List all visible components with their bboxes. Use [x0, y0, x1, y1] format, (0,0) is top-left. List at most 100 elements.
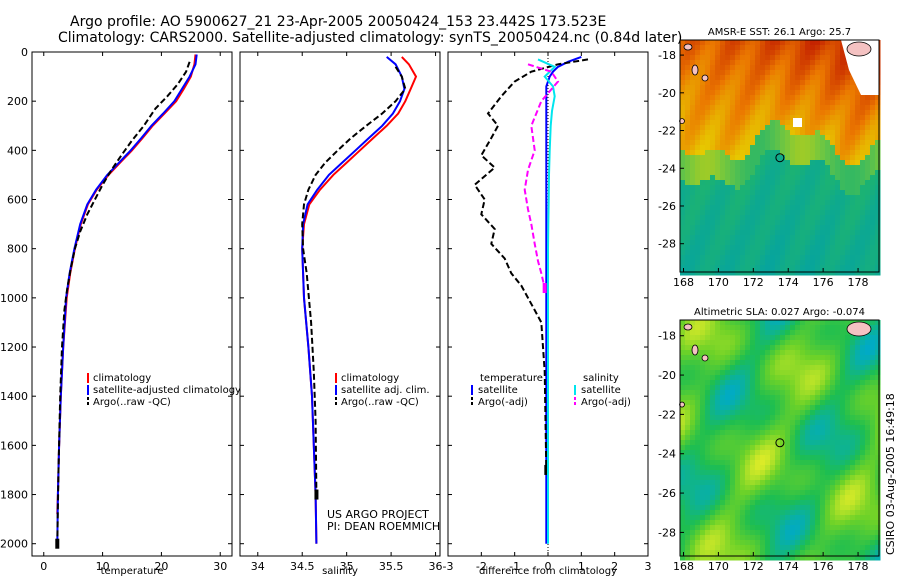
map-cell	[790, 410, 796, 416]
map-cell	[730, 250, 736, 256]
map-cell	[715, 365, 721, 371]
map-cell	[715, 390, 721, 396]
map-cell	[845, 190, 851, 196]
sst-map: 168 170 172 174 176 178-18-20-22-24-26-28AMSR…	[658, 27, 881, 289]
map-cell	[735, 45, 741, 51]
x-tick-label: -3	[443, 560, 454, 573]
map-cell	[760, 400, 766, 406]
map-cell	[745, 540, 751, 546]
map-cell	[825, 430, 831, 436]
map-cell	[765, 550, 771, 556]
map-cell	[700, 460, 706, 466]
x-tick-label: 2	[611, 560, 618, 573]
map-cell	[735, 440, 741, 446]
map-cell	[855, 120, 861, 126]
map-cell	[840, 490, 846, 496]
map-cell	[825, 195, 831, 201]
map-cell	[710, 105, 716, 111]
map-cell	[830, 70, 836, 76]
map-cell	[870, 375, 876, 381]
map-cell	[725, 365, 731, 371]
map-cell	[865, 265, 871, 271]
map-cell	[715, 260, 721, 266]
map-cell	[855, 545, 861, 551]
map-cell	[780, 345, 786, 351]
map-cell	[825, 250, 831, 256]
map-cell	[830, 125, 836, 131]
map-cell	[700, 260, 706, 266]
map-cell	[760, 530, 766, 536]
map-cell	[850, 215, 856, 221]
map-cell	[720, 360, 726, 366]
map-cell	[695, 120, 701, 126]
map-cell	[680, 265, 686, 271]
map-cell	[780, 90, 786, 96]
map-cell	[830, 330, 836, 336]
map-cell	[740, 465, 746, 471]
map-cell	[875, 320, 881, 326]
map-cell	[775, 235, 781, 241]
map-cell	[860, 245, 866, 251]
map-cell	[680, 175, 686, 181]
map-cell	[865, 540, 871, 546]
map-cell	[835, 60, 841, 66]
map-cell	[705, 360, 711, 366]
map-cell	[785, 50, 791, 56]
map-cell	[755, 45, 761, 51]
map-cell	[820, 520, 826, 526]
map-cell	[820, 165, 826, 171]
map-cell	[835, 540, 841, 546]
map-cell	[725, 210, 731, 216]
map-cell	[815, 120, 821, 126]
map-cell	[830, 435, 836, 441]
map-cell	[845, 65, 851, 71]
map-cell	[755, 50, 761, 56]
map-cell	[765, 90, 771, 96]
map-cell	[865, 110, 871, 116]
map-cell	[760, 330, 766, 336]
map-cell	[785, 160, 791, 166]
map-cell	[805, 320, 811, 326]
map-cell	[705, 150, 711, 156]
map-cell	[810, 410, 816, 416]
map-cell	[695, 325, 701, 331]
map-cell	[760, 335, 766, 341]
map-cell	[770, 85, 776, 91]
map-cell	[770, 480, 776, 486]
map-cell	[680, 340, 686, 346]
map-cell	[735, 360, 741, 366]
map-cell	[750, 390, 756, 396]
map-cell	[850, 500, 856, 506]
map-cell	[755, 360, 761, 366]
map-cell	[705, 140, 711, 146]
map-cell	[850, 225, 856, 231]
map-cell	[775, 80, 781, 86]
map-cell	[760, 235, 766, 241]
map-cell	[705, 395, 711, 401]
map-cell	[705, 270, 711, 276]
map-cell	[765, 455, 771, 461]
map-cell	[860, 240, 866, 246]
map-cell	[740, 545, 746, 551]
map-cell	[750, 270, 756, 276]
map-cell	[850, 480, 856, 486]
map-cell	[865, 140, 871, 146]
map-cell	[845, 135, 851, 141]
map-cell	[800, 555, 806, 561]
map-cell	[760, 375, 766, 381]
map-cell	[850, 520, 856, 526]
map-cell	[805, 500, 811, 506]
map-cell	[725, 135, 731, 141]
map-cell	[700, 455, 706, 461]
map-cell	[775, 390, 781, 396]
map-cell	[780, 145, 786, 151]
map-cell	[740, 390, 746, 396]
map-cell	[720, 390, 726, 396]
map-cell	[685, 60, 691, 66]
map-cell	[820, 50, 826, 56]
map-cell	[855, 100, 861, 106]
map-cell	[725, 265, 731, 271]
map-cell	[820, 190, 826, 196]
map-cell	[875, 245, 881, 251]
map-cell	[720, 505, 726, 511]
